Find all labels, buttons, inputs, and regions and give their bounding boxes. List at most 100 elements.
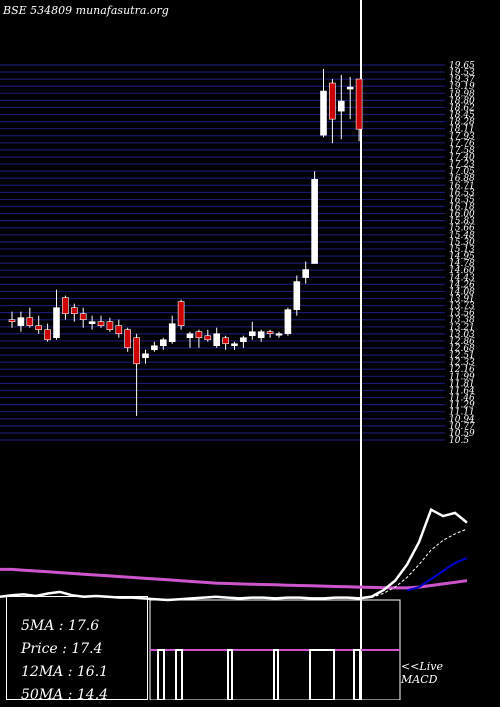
candle-body xyxy=(17,317,25,326)
price-tick-label: 17.93 xyxy=(449,132,475,142)
watermark: BSE 534809 munafasutra.org xyxy=(2,4,169,17)
candle-body xyxy=(160,339,167,347)
macd-histogram xyxy=(150,649,400,700)
price-tick-label: 12.16 xyxy=(449,365,475,375)
price-tick-label: 11.81 xyxy=(449,379,475,389)
live-macd-label: <<Live MACD xyxy=(401,660,443,686)
price-tick-label: 17.76 xyxy=(449,139,475,149)
price-tick-label: 19.53 xyxy=(449,68,475,78)
price-tick-label: 12.33 xyxy=(449,358,475,368)
price-tick-label: 12.86 xyxy=(449,337,475,347)
price-grid xyxy=(0,64,445,441)
candle-body xyxy=(329,82,336,120)
price-tick-label: 14.08 xyxy=(449,287,475,297)
histogram-bar xyxy=(309,649,335,700)
candle-body xyxy=(97,321,105,326)
candle-body xyxy=(355,78,363,130)
candle-body xyxy=(71,307,78,314)
price-tick-label: 18.62 xyxy=(449,103,475,113)
candle-body xyxy=(53,307,60,339)
candle-body xyxy=(26,317,34,326)
price-tick-label: 14.95 xyxy=(449,252,475,262)
price-tick-label: 11.46 xyxy=(449,394,475,404)
price-tick-label: 14.78 xyxy=(449,259,475,269)
price-tick-label: 13.56 xyxy=(449,309,475,319)
price-tick-label: 14.60 xyxy=(449,266,475,276)
price-tick-label: 18.80 xyxy=(449,96,475,106)
price-tick-label: 19.65 xyxy=(449,61,475,71)
price-tick-label: 16.00 xyxy=(449,210,475,220)
candle-body xyxy=(88,321,96,324)
price-tick-label: 15.48 xyxy=(449,231,475,241)
legend-12ma: 12MA : 16.1 xyxy=(21,664,109,680)
candle-body xyxy=(35,325,43,331)
candle-body xyxy=(222,337,229,345)
price-tick-label: 10.5 xyxy=(449,436,469,446)
candle-body xyxy=(249,331,256,337)
price-tick-label: 16.53 xyxy=(449,188,475,198)
candle-body xyxy=(168,323,176,343)
price-tick-label: 13.91 xyxy=(449,294,475,304)
price-tick-label: 17.05 xyxy=(449,167,475,177)
price-tick-label: 14.26 xyxy=(449,280,475,290)
candle-body xyxy=(213,333,220,347)
price-tick-label: 13.03 xyxy=(449,330,475,340)
candle-body xyxy=(302,269,310,278)
price-tick-label: 12.51 xyxy=(449,351,475,361)
price-tick-label: 17.40 xyxy=(449,153,475,163)
candle-body xyxy=(142,353,149,359)
price-tick-label: 18.28 xyxy=(449,118,475,128)
price-tick-label: 12.68 xyxy=(449,344,475,354)
price-tick-label: 18.98 xyxy=(449,89,475,99)
price-tick-label: 16.71 xyxy=(449,181,475,191)
price-tick-label: 15.13 xyxy=(449,245,475,255)
histogram-bar xyxy=(175,649,183,700)
candle-body xyxy=(311,179,318,264)
price-tick-label: 14.43 xyxy=(449,273,475,283)
price-tick-label: 17.58 xyxy=(449,146,475,156)
candle-body xyxy=(275,333,283,336)
candle-body xyxy=(240,337,247,343)
price-tick-label: 10.94 xyxy=(449,415,475,425)
price-tick-label: 13.21 xyxy=(449,323,475,333)
price-tick-label: 13.38 xyxy=(449,316,475,326)
price-tick-label: 15.30 xyxy=(449,238,475,248)
ma-slow-line xyxy=(0,567,468,590)
price-tick-label: 11.64 xyxy=(449,386,475,396)
candle-body xyxy=(62,297,69,314)
histogram-bar xyxy=(157,649,165,700)
price-tick-label: 18.11 xyxy=(449,125,475,135)
ma-fast-line xyxy=(406,557,468,592)
price-tick-label: 18.45 xyxy=(449,111,475,121)
candle-body xyxy=(204,335,212,341)
legend-price: Price : 17.4 xyxy=(21,641,103,657)
signal-line xyxy=(371,528,468,599)
candle-body xyxy=(231,343,238,347)
candle-body xyxy=(337,100,345,112)
candle-body xyxy=(133,337,140,365)
price-tick-label: 16.88 xyxy=(449,174,475,184)
price-tick-label: 11.29 xyxy=(449,401,475,411)
price-tick-label: 16.18 xyxy=(449,203,475,213)
legend-5ma: 5MA : 17.6 xyxy=(21,618,100,634)
candle-body xyxy=(195,331,203,339)
candle-body xyxy=(284,309,292,335)
live-label: <<Live xyxy=(401,660,443,673)
legend-50ma: 50MA : 14.4 xyxy=(21,687,109,703)
price-tick-label: 10.77 xyxy=(449,422,475,432)
candle-body xyxy=(115,325,123,335)
candle-body xyxy=(320,90,327,136)
candle-body xyxy=(8,319,16,322)
price-tick-label: 16.35 xyxy=(449,195,475,205)
macd-label: MACD xyxy=(401,673,438,686)
candle-body xyxy=(177,301,185,326)
histogram-bar xyxy=(273,649,279,700)
histogram-bar xyxy=(227,649,233,700)
candle-body xyxy=(266,331,274,335)
price-tick-label: 15.66 xyxy=(449,224,475,234)
candle-body xyxy=(293,281,301,310)
candles xyxy=(8,69,363,416)
candle-body xyxy=(151,345,158,351)
candle-body xyxy=(106,321,114,331)
